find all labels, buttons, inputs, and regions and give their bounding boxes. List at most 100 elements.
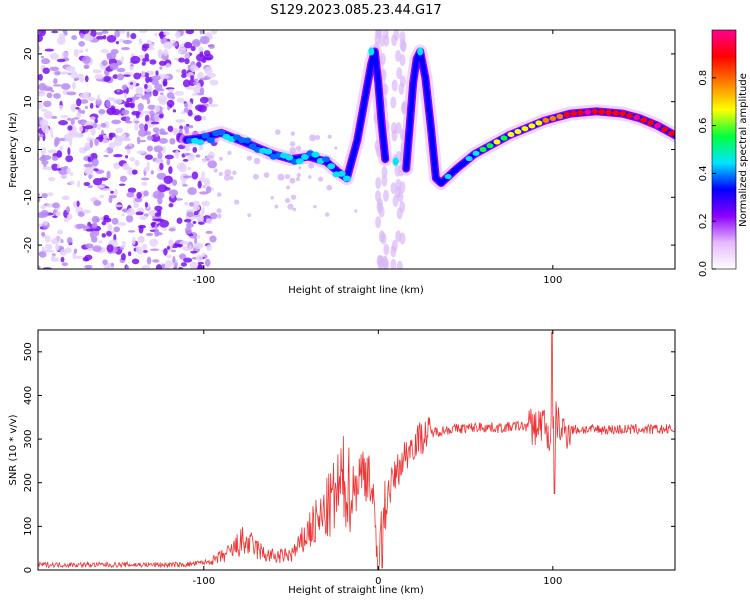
faint-speckle <box>216 192 222 197</box>
noise-speckle <box>70 70 78 79</box>
noise-speckle <box>99 194 105 198</box>
noise-speckle <box>115 127 123 134</box>
ridge-blob <box>201 132 210 139</box>
noise-speckle <box>184 41 193 49</box>
noise-speckle <box>143 166 150 173</box>
noise-speckle <box>91 158 99 167</box>
noise-speckle <box>39 119 49 127</box>
noise-speckle <box>181 73 187 78</box>
noise-speckle <box>106 170 111 179</box>
noise-speckle <box>176 217 183 224</box>
noise-speckle <box>138 225 144 234</box>
noise-speckle <box>204 254 208 259</box>
noise-speckle-layer <box>38 30 409 269</box>
noise-speckle <box>191 171 199 180</box>
spectrogram-y-label: Frequency (Hz) <box>8 112 19 188</box>
noise-speckle <box>42 166 53 171</box>
noise-speckle <box>136 136 141 145</box>
noise-speckle <box>93 200 102 207</box>
noise-speckle <box>181 69 187 76</box>
faint-speckle <box>275 129 281 135</box>
noise-speckle <box>97 94 101 102</box>
noise-speckle <box>66 213 73 220</box>
faint-speckle <box>234 199 240 205</box>
noise-speckle <box>159 66 163 70</box>
noise-speckle <box>38 223 43 227</box>
noise-speckle <box>207 160 218 169</box>
faint-speckle <box>327 134 332 139</box>
faint-speckle <box>325 212 330 217</box>
noise-speckle <box>184 57 190 65</box>
faint-speckle <box>354 209 358 213</box>
noise-speckle <box>159 128 166 135</box>
noise-speckle <box>38 45 41 53</box>
noise-speckle <box>73 48 79 57</box>
noise-speckle <box>171 39 176 43</box>
snr-series-line <box>38 331 675 570</box>
noise-speckle <box>46 86 54 90</box>
noise-speckle <box>201 159 208 163</box>
noise-speckle <box>102 134 109 140</box>
noise-speckle <box>70 103 77 112</box>
noise-speckle <box>139 30 148 34</box>
noise-speckle <box>157 48 163 58</box>
faint-speckle <box>277 173 285 181</box>
noise-speckle <box>65 65 76 72</box>
noise-speckle <box>76 200 80 207</box>
ridge-blob <box>493 139 501 145</box>
noise-speckle <box>71 35 78 41</box>
noise-speckle <box>183 107 189 113</box>
noise-speckle <box>188 124 194 129</box>
snr-axes: -100 0 100 0 100 200 300 400 500 <box>23 330 675 587</box>
noise-speckle <box>197 235 201 239</box>
noise-speckle <box>80 30 90 35</box>
noise-speckle <box>121 241 126 245</box>
ridge-blob <box>647 120 655 126</box>
faint-speckle <box>287 203 294 210</box>
noise-speckle <box>81 55 91 64</box>
noise-speckle <box>116 89 120 93</box>
noise-speckle <box>75 133 84 138</box>
noise-speckle <box>78 40 85 47</box>
noise-speckle <box>43 110 53 119</box>
faint-speckle <box>313 204 317 209</box>
noise-speckle <box>76 112 82 119</box>
noise-speckle <box>51 155 59 161</box>
noise-speckle <box>38 193 41 197</box>
band-speckle <box>375 177 382 190</box>
noise-speckle <box>83 36 94 41</box>
y-tick-label: 10 <box>23 95 34 108</box>
noise-speckle <box>182 79 191 88</box>
noise-speckle <box>80 109 86 114</box>
noise-speckle <box>94 118 98 124</box>
ridge-blob <box>591 108 599 115</box>
noise-speckle <box>203 178 211 187</box>
noise-speckle <box>77 119 85 123</box>
ridge-blob <box>248 143 257 150</box>
noise-speckle <box>184 102 188 108</box>
colorbar-ticks: 0.0 0.2 0.4 0.6 0.8 <box>698 70 716 277</box>
noise-speckle <box>159 31 164 40</box>
noise-speckle <box>113 138 123 147</box>
noise-speckle <box>155 264 163 269</box>
colorbar-tick-label: 0.2 <box>698 213 709 229</box>
noise-speckle <box>176 119 184 123</box>
noise-speckle <box>90 128 96 136</box>
noise-speckle <box>199 30 204 35</box>
noise-speckle <box>152 259 160 263</box>
band-speckle <box>398 82 405 95</box>
noise-speckle <box>163 41 174 50</box>
noise-speckle <box>114 30 121 38</box>
noise-speckle <box>190 75 195 80</box>
noise-speckle <box>166 158 171 166</box>
noise-speckle <box>155 158 164 165</box>
noise-speckle <box>121 84 128 90</box>
noise-speckle <box>171 96 175 100</box>
noise-speckle <box>184 146 191 152</box>
ridge-blob <box>321 156 330 163</box>
noise-speckle <box>201 59 207 63</box>
noise-speckle <box>38 133 44 138</box>
noise-speckle <box>141 264 151 269</box>
band-speckle <box>378 230 385 243</box>
